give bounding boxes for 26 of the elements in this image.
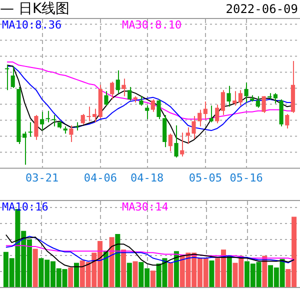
bar (150, 270, 156, 287)
x-tick-label: 03-21 (25, 171, 59, 184)
bar (226, 256, 232, 287)
chart-subtitle: 2022-06-09 (226, 2, 298, 16)
bar (74, 262, 79, 287)
text: MA10:8.36 (2, 18, 62, 32)
x-tick-label: 04-18 (130, 171, 164, 184)
bar (32, 248, 38, 287)
bar (103, 251, 108, 287)
text: MA30:14 (122, 200, 169, 214)
bar (168, 262, 174, 287)
text: MA10:16 (2, 200, 48, 214)
bar (126, 262, 132, 287)
text: MA30:8.10 (122, 18, 182, 32)
bar (68, 268, 74, 287)
bar (121, 250, 126, 287)
x-tick-label: 05-16 (230, 171, 263, 184)
bar (174, 251, 179, 287)
bar (262, 256, 268, 287)
x-tick-label: 05-05 (188, 171, 222, 184)
bar (132, 261, 138, 287)
x-tick-label: 04-06 (84, 171, 117, 184)
bar (115, 234, 120, 287)
chart-title: — 日K线图 (0, 1, 70, 17)
bar (109, 237, 114, 287)
bar (209, 260, 214, 287)
